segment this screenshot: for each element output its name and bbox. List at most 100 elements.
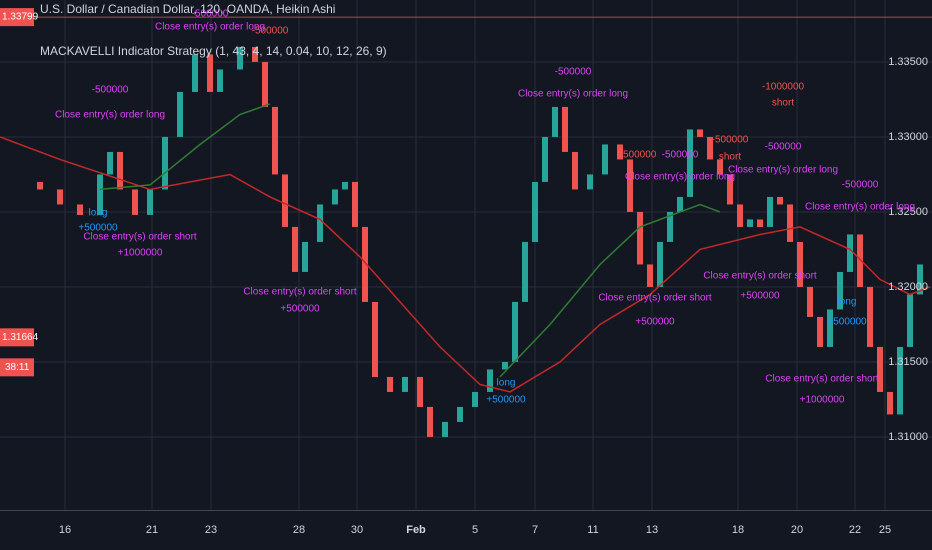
candle — [502, 361, 508, 370]
candle — [857, 234, 863, 287]
annotation: Close entry(s) order long — [55, 110, 165, 121]
candle — [427, 406, 433, 437]
countdown-box — [0, 358, 34, 377]
annotation: -1000000 — [762, 82, 805, 93]
y-tick-label: 1.33000 — [888, 131, 928, 143]
candle — [587, 174, 593, 190]
moving-average — [499, 203, 721, 378]
candle — [457, 406, 463, 422]
annotation: Close entry(s) order short — [83, 232, 197, 243]
annotation: Close entry(s) order short — [243, 287, 357, 298]
annotation: +500000 — [486, 395, 526, 406]
chart-subtitle: MACKAVELLI Indicator Strategy (1, 43, 4,… — [40, 44, 387, 58]
candle — [317, 204, 323, 242]
candle — [262, 61, 268, 107]
x-tick-label: 13 — [646, 524, 658, 536]
plot — [0, 16, 932, 437]
candle — [77, 204, 83, 215]
x-tick-label: Feb — [406, 524, 426, 536]
candle — [847, 234, 853, 272]
annotation: long — [89, 208, 108, 219]
candle — [837, 271, 843, 310]
price-label-box — [0, 8, 34, 27]
y-tick-label: 1.31500 — [888, 356, 928, 368]
annotation: Close entry(s) order long — [805, 202, 915, 213]
candle — [627, 159, 633, 212]
candle — [532, 181, 538, 242]
x-tick-label: 20 — [791, 524, 803, 536]
candle — [177, 91, 183, 137]
candle — [302, 241, 308, 272]
candle — [787, 204, 793, 242]
candle — [372, 301, 378, 377]
annotation: -500000 — [842, 180, 879, 191]
candle — [717, 159, 723, 175]
annotation: short — [772, 98, 794, 109]
candle — [117, 151, 123, 190]
candle — [37, 181, 43, 190]
annotation: -500000 — [765, 142, 802, 153]
candle — [572, 151, 578, 190]
annotation: Close entry(s) order long — [518, 89, 628, 100]
candle — [162, 136, 168, 190]
x-tick-label: 25 — [879, 524, 891, 536]
candle — [867, 286, 873, 347]
annotation: +500000 — [280, 304, 320, 315]
candle — [907, 294, 913, 347]
candle — [107, 151, 113, 175]
annotation: short — [719, 152, 741, 163]
annotation: -500000 — [555, 67, 592, 78]
candle — [207, 54, 213, 92]
candle — [272, 106, 278, 175]
annotation: Close entry(s) order short — [703, 271, 817, 282]
candle — [57, 189, 63, 205]
candle — [827, 309, 833, 347]
x-tick-label: 7 — [532, 524, 538, 536]
candle — [442, 421, 448, 437]
annotation: long — [497, 378, 516, 389]
candle — [737, 204, 743, 227]
candle — [252, 46, 258, 62]
candle — [767, 196, 773, 227]
annotation: -500000 — [192, 9, 229, 20]
candle — [747, 219, 753, 227]
annotation: +500000 — [78, 223, 118, 234]
candle — [757, 219, 763, 227]
annotation: Close entry(s) order long — [155, 22, 265, 33]
candle — [552, 106, 558, 137]
price-label: 1.33799 — [2, 12, 39, 23]
candle — [887, 391, 893, 415]
x-tick-label: 21 — [146, 524, 158, 536]
moving-average — [99, 103, 271, 191]
candle — [402, 376, 408, 392]
annotation: +500000 — [740, 291, 780, 302]
candle — [542, 136, 548, 182]
candle — [697, 129, 703, 137]
candle — [647, 264, 653, 287]
candle — [657, 241, 663, 287]
y-tick-label: 1.31000 — [888, 431, 928, 443]
annotation: -500000 — [92, 85, 129, 96]
x-tick-label: 28 — [293, 524, 305, 536]
annotation: long — [838, 297, 857, 308]
y-tick-label: 1.32000 — [888, 281, 928, 293]
candle — [472, 391, 478, 407]
candle — [917, 264, 923, 295]
candle — [817, 316, 823, 347]
x-tick-label: 16 — [59, 524, 71, 536]
candle — [877, 346, 883, 392]
annotation: +1000000 — [800, 395, 845, 406]
price-label: 1.31664 — [2, 332, 39, 343]
candle — [282, 174, 288, 227]
candle — [637, 211, 643, 265]
annotation: Close entry(s) order long — [625, 172, 735, 183]
candle — [707, 136, 713, 160]
candle — [342, 181, 348, 190]
candle — [562, 106, 568, 152]
candle — [332, 189, 338, 205]
candle — [147, 189, 153, 215]
annotation: Close entry(s) order short — [765, 374, 879, 385]
grid — [0, 0, 932, 510]
